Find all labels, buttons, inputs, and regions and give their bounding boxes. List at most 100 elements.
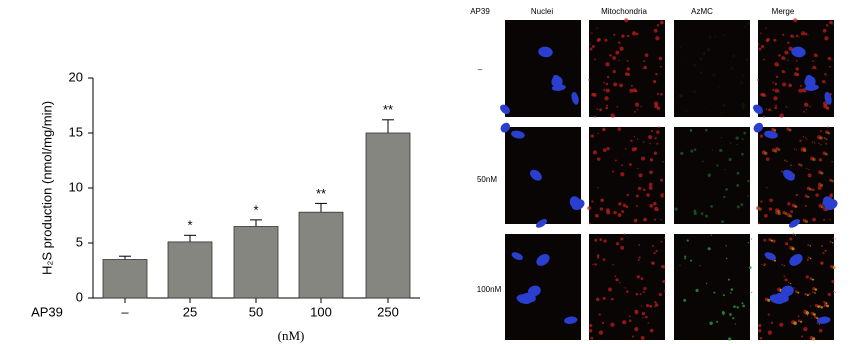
azmc-signal	[747, 179, 750, 183]
mito-signal	[786, 127, 790, 131]
mito-signal	[806, 186, 811, 191]
mito-signal	[768, 238, 772, 241]
mito-signal	[637, 258, 640, 261]
mito-signal	[812, 60, 815, 62]
mito-signal	[624, 18, 629, 23]
mito-signal	[773, 96, 778, 101]
mito-signal	[786, 213, 791, 217]
mito-signal	[763, 238, 767, 242]
mito-signal	[806, 167, 808, 170]
mito-signal	[795, 34, 799, 38]
mito-signal	[651, 130, 653, 133]
x-tick-label: 250	[377, 304, 399, 319]
bar	[233, 226, 279, 299]
azmc-signal	[700, 212, 704, 216]
mito-signal	[624, 287, 626, 289]
azmc-signal	[767, 109, 770, 111]
mito-signal	[632, 335, 635, 338]
mito-signal	[795, 67, 799, 71]
mito-signal	[630, 139, 633, 142]
mito-signal	[829, 194, 833, 198]
mito-signal	[596, 256, 600, 259]
azmc-signal	[744, 25, 747, 28]
mito-signal	[663, 290, 666, 293]
azmc-signal	[797, 291, 800, 294]
azmc-signal	[725, 187, 728, 191]
mito-signal	[653, 201, 657, 206]
mito-signal	[822, 101, 828, 106]
mito-signal	[761, 263, 763, 266]
mito-signal	[618, 281, 621, 284]
mito-signal	[787, 281, 790, 284]
azmc-signal	[805, 112, 807, 114]
bar	[298, 211, 344, 299]
mito-signal	[638, 173, 643, 178]
mito-signal	[799, 84, 802, 87]
mito-signal	[648, 182, 653, 187]
azmc-signal	[729, 313, 732, 316]
azmc-signal	[776, 63, 781, 68]
y-tick-label: 10	[69, 179, 83, 194]
mito-signal	[660, 92, 663, 96]
azmc-signal	[730, 142, 732, 144]
y-axis-label: H₂S production (nmol/mg/min)	[39, 101, 54, 275]
mito-signal	[804, 292, 808, 296]
azmc-signal	[800, 320, 803, 323]
nucleus	[522, 292, 536, 303]
mito-signal	[625, 205, 629, 209]
azmc-signal	[747, 241, 750, 244]
azmc-signal	[716, 320, 719, 323]
azmc-signal	[689, 129, 693, 132]
mito-signal	[803, 102, 809, 107]
azmc-signal	[825, 138, 828, 141]
mito-signal	[634, 102, 640, 107]
mito-signal	[634, 110, 636, 113]
mito-signal	[628, 315, 631, 318]
azmc-signal	[747, 195, 749, 197]
mito-signal	[758, 43, 760, 45]
azmc-signal	[777, 89, 781, 94]
mito-signal	[632, 88, 637, 93]
azmc-signal	[710, 204, 713, 208]
panel-row-header: AP39	[470, 7, 490, 16]
azmc-signal	[770, 109, 773, 112]
mito-signal	[599, 207, 604, 211]
mito-signal	[772, 89, 775, 92]
mito-signal	[594, 58, 596, 61]
mito-signal	[654, 137, 657, 140]
mito-signal	[795, 193, 799, 197]
mito-signal	[829, 20, 833, 25]
azmc-signal	[719, 148, 723, 153]
azmc-signal	[816, 317, 819, 320]
nucleus	[753, 104, 763, 115]
mito-signal	[812, 217, 816, 222]
mito-signal	[805, 108, 808, 111]
azmc-signal	[699, 57, 703, 61]
mito-signal	[628, 319, 632, 323]
mito-signal	[658, 292, 662, 297]
mito-signal	[660, 240, 663, 243]
azmc-signal	[820, 306, 823, 309]
azmc-signal	[748, 266, 752, 270]
azmc-signal	[723, 109, 725, 111]
azmc-signal	[730, 67, 734, 70]
mito-signal	[640, 305, 643, 307]
azmc-signal	[706, 282, 708, 285]
mito-signal	[807, 256, 810, 259]
azmc-signal	[803, 148, 807, 153]
mito-signal	[758, 323, 762, 328]
azmc-signal	[796, 73, 800, 77]
mito-signal	[648, 135, 653, 140]
azmc-signal	[819, 136, 823, 140]
mito-signal	[765, 108, 768, 110]
azmc-signal	[792, 35, 796, 39]
mito-signal	[769, 198, 773, 203]
mito-signal	[831, 160, 833, 163]
azmc-signal	[722, 103, 726, 108]
azmc-signal	[680, 151, 684, 156]
azmc-signal	[789, 60, 791, 62]
mito-signal	[662, 279, 666, 283]
mito-signal	[605, 88, 610, 93]
mito-signal	[779, 113, 784, 118]
